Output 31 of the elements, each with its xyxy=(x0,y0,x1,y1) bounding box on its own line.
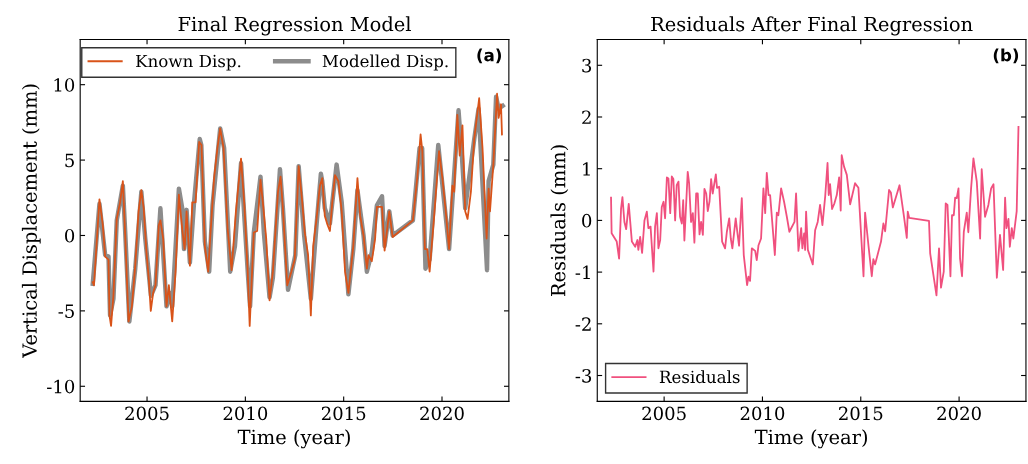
legend-label: Modelled Disp. xyxy=(322,54,448,71)
x-tick-label: 2005 xyxy=(125,406,169,421)
x-axis-title: Time (year) xyxy=(754,429,867,449)
y-tick-label: 10 xyxy=(54,78,75,92)
y-tick-label: -1 xyxy=(575,265,590,279)
y-axis-title: Vertical Displacement (mm) xyxy=(21,84,41,359)
x-tick-label: 2005 xyxy=(642,406,686,421)
y-tick-label: 2 xyxy=(582,110,591,124)
x-tick-label: 2010 xyxy=(223,406,268,421)
y-axis-title: Residuals (mm) xyxy=(550,145,569,296)
legend-label: Residuals xyxy=(659,370,740,384)
chart-title: Residuals After Final Regression xyxy=(651,16,973,36)
y-tick-label: -2 xyxy=(575,317,591,331)
y-tick-label: -5 xyxy=(58,304,74,318)
y-tick-label: 0 xyxy=(65,228,75,243)
y-tick-label: -3 xyxy=(575,368,592,383)
annotation: (b) xyxy=(993,48,1019,64)
x-tick-label: 2020 xyxy=(937,406,981,421)
y-tick-label: 1 xyxy=(583,162,590,176)
legend-label: Known Disp. xyxy=(136,54,241,71)
y-tick-label: 0 xyxy=(582,213,592,228)
x-tick-label: 2015 xyxy=(321,406,366,421)
y-tick-label: 3 xyxy=(582,58,592,73)
x-axis-title: Time (year) xyxy=(237,429,350,449)
chart-title: Final Regression Model xyxy=(178,16,411,36)
x-tick-label: 2010 xyxy=(740,406,785,421)
x-tick-label: 2020 xyxy=(420,406,464,421)
y-tick-label: -10 xyxy=(47,379,75,394)
x-tick-label: 2015 xyxy=(839,406,883,421)
annotation: (a) xyxy=(477,48,501,64)
y-tick-label: 5 xyxy=(65,153,74,168)
